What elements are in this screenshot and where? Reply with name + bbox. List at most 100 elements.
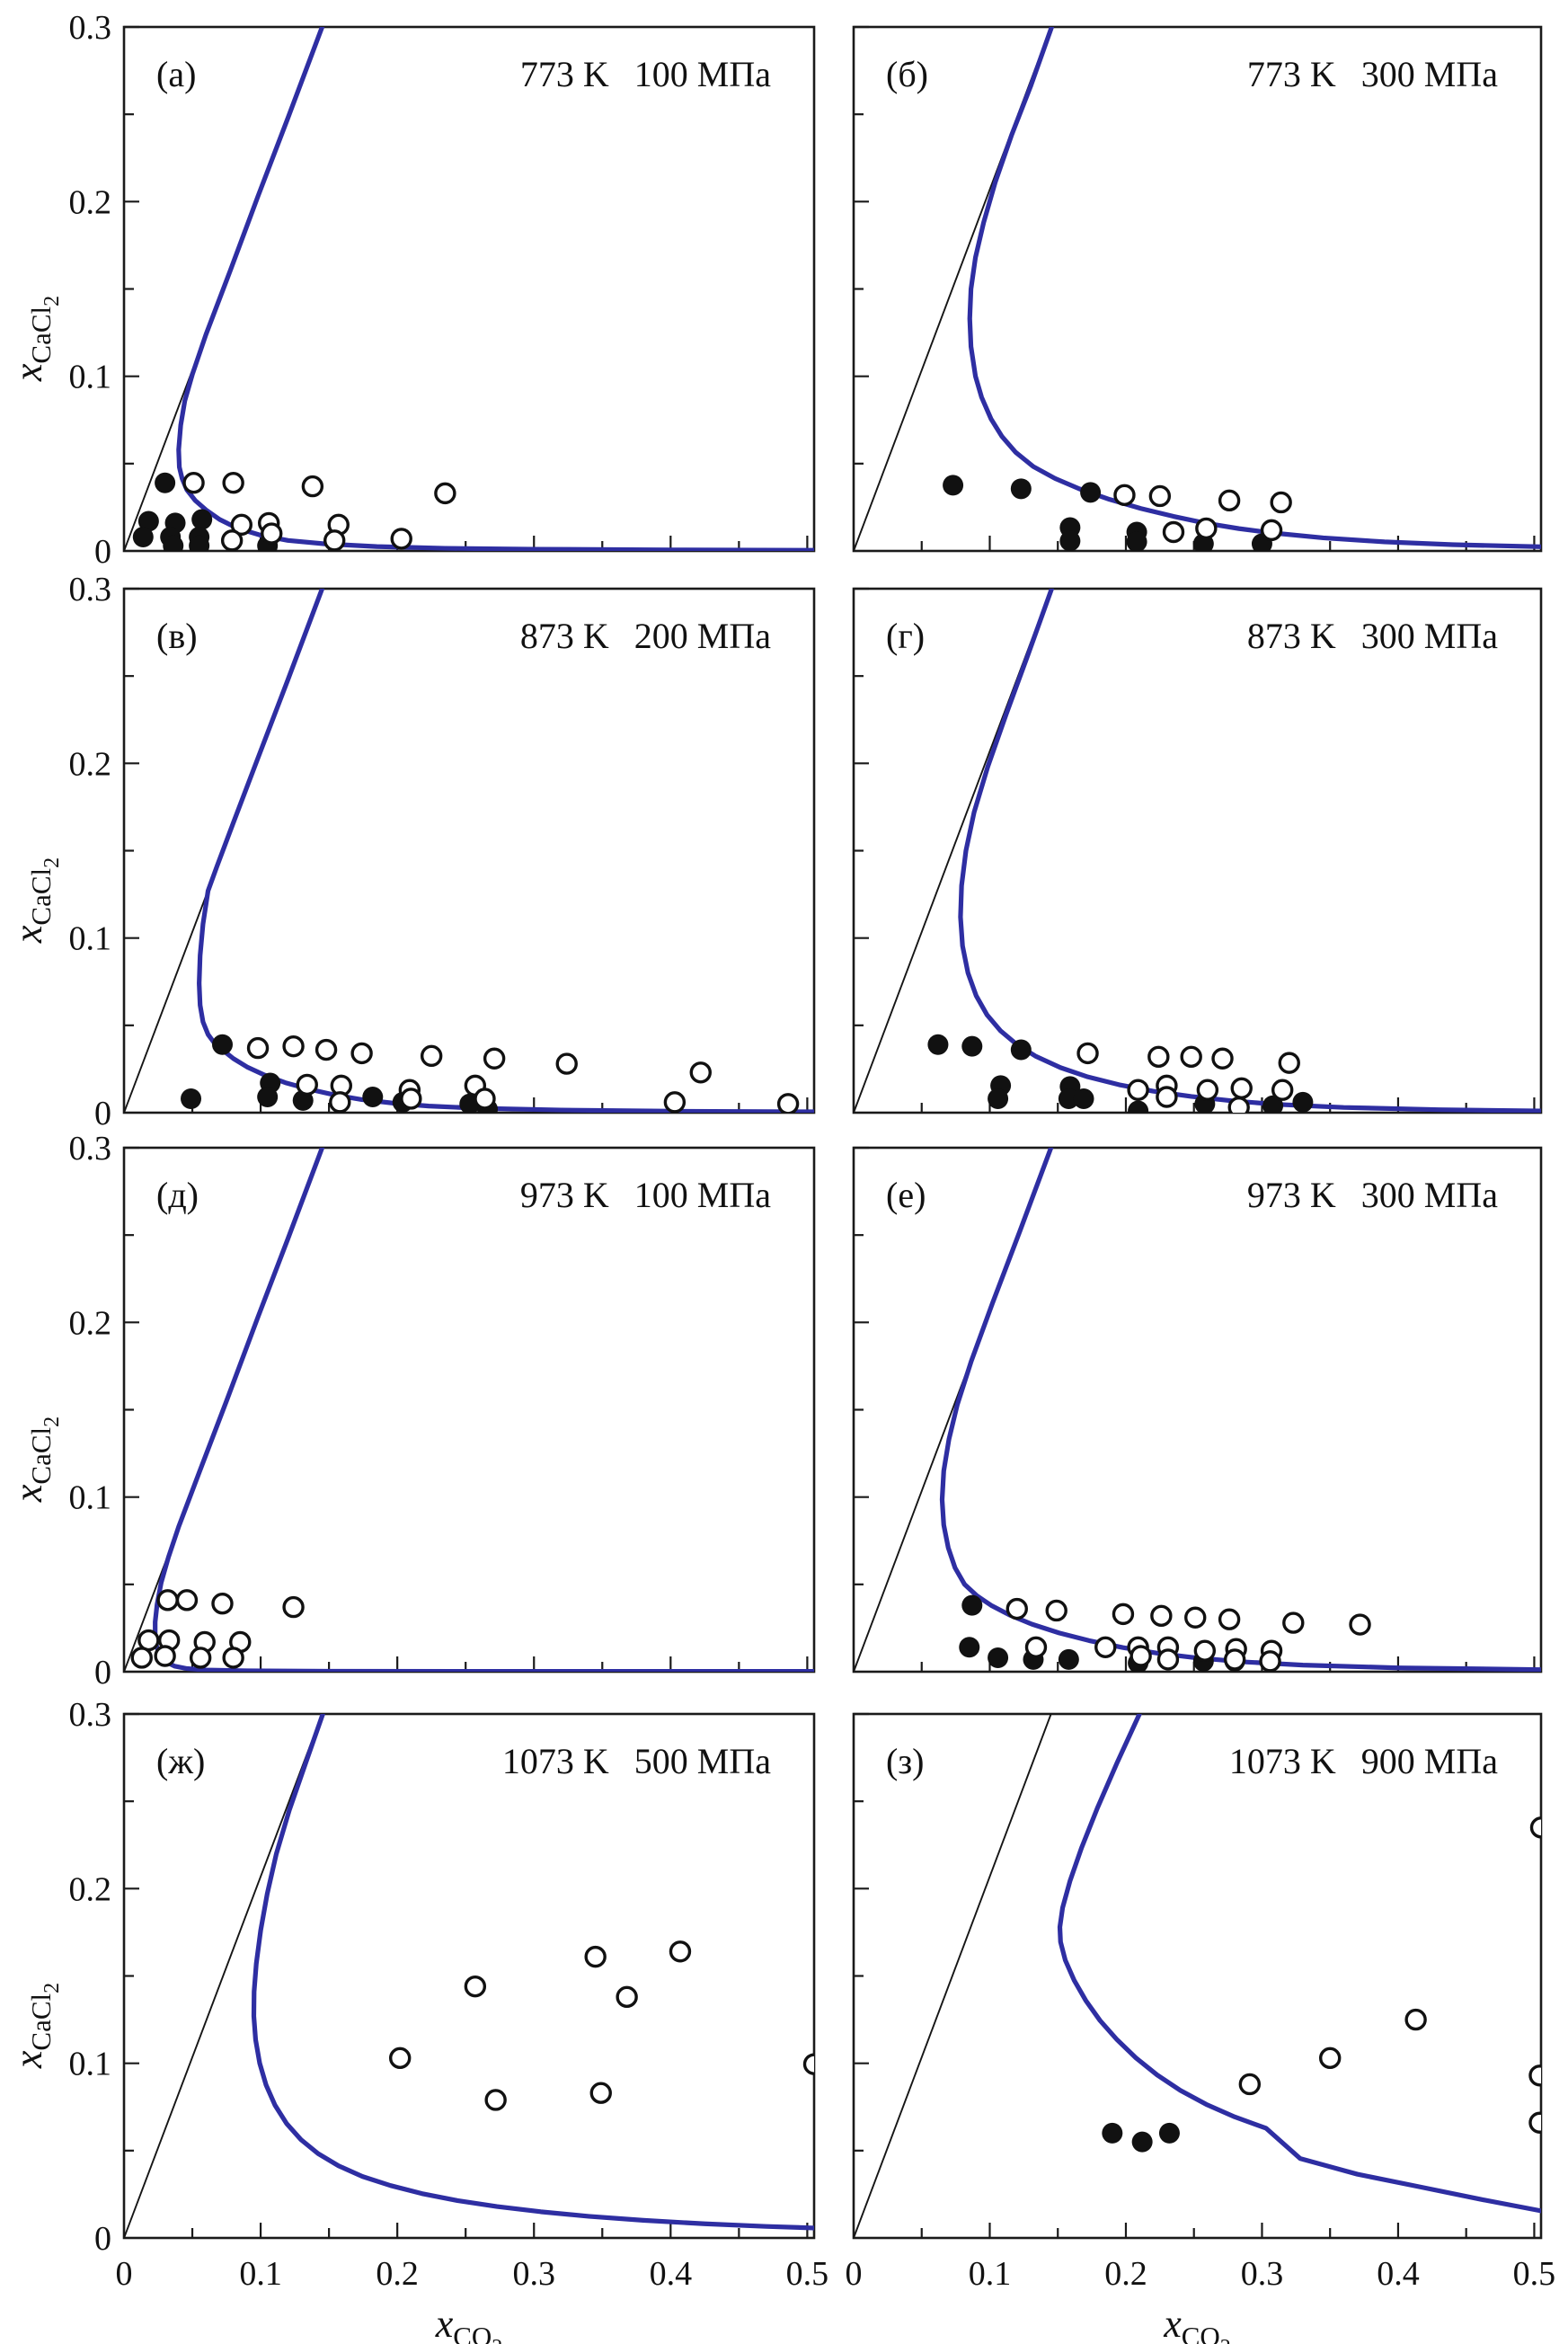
pressure-label: 500 МПа xyxy=(634,1741,771,1781)
data-point-open xyxy=(464,1975,487,1998)
y-tick-label: 0.1 xyxy=(69,2046,112,2083)
panel-conditions: 873 K 300 МПа xyxy=(1247,616,1498,656)
panel-letter: (з) xyxy=(886,1741,924,1781)
data-point-open xyxy=(282,1034,305,1058)
panel-a: 0 0.1 0.2 0.3 (а) 773 K 100 МПа xCaCl2 xyxy=(6,9,816,571)
data-point-open xyxy=(1211,1047,1234,1070)
data-point-open xyxy=(130,1647,153,1669)
data-point-filled xyxy=(1102,2122,1123,2144)
data-point-open xyxy=(589,2082,612,2104)
data-point-filled xyxy=(943,475,964,496)
y-tick-label: 0 xyxy=(94,1654,111,1691)
data-point-open xyxy=(400,1088,422,1110)
x-tick-label: 0.4 xyxy=(650,2255,693,2293)
plot-frame xyxy=(122,1712,816,2240)
panel-letter: (б) xyxy=(886,54,928,94)
x-tick-label: 0.2 xyxy=(1104,2255,1147,2293)
data-point-open xyxy=(1271,1079,1294,1101)
data-point-open xyxy=(1127,1079,1149,1101)
panel-z: 0 0.1 0.2 0.3 0.4 0.5 (з) 1073 K 900 МПа xCO2 xyxy=(846,1712,1556,2344)
temperature-label: 773 K xyxy=(520,54,609,94)
data-point-open xyxy=(1259,1650,1281,1672)
panel-letter: (ж) xyxy=(156,1741,205,1781)
data-point-filled xyxy=(927,1034,949,1055)
pressure-label: 100 МПа xyxy=(634,1175,771,1215)
data-point-open xyxy=(175,1589,199,1612)
plot-frame xyxy=(122,25,816,553)
data-point-open xyxy=(1112,1603,1135,1626)
data-point-open xyxy=(1227,1096,1250,1113)
x-tick-label: 0.3 xyxy=(1241,2255,1284,2293)
data-point-open xyxy=(261,522,283,545)
data-point-filled xyxy=(1158,2122,1180,2144)
data-point-open xyxy=(1349,1613,1371,1636)
data-point-filled xyxy=(1073,1088,1094,1109)
x-tick-label: 0.3 xyxy=(512,2255,555,2293)
y-tick-label: 0.3 xyxy=(69,1130,112,1168)
data-point-filled xyxy=(961,1594,983,1616)
panel-letter: (г) xyxy=(886,616,925,656)
data-point-filled xyxy=(988,1647,1009,1668)
data-point-filled xyxy=(1080,482,1102,503)
data-point-open xyxy=(1528,2111,1541,2134)
y-tick-label: 0.3 xyxy=(69,571,112,608)
x-tick-label: 0.4 xyxy=(1377,2255,1420,2293)
data-point-filled xyxy=(137,511,159,532)
data-point-filled xyxy=(1058,1088,1079,1109)
data-point-open xyxy=(1238,2073,1262,2096)
data-point-filled xyxy=(132,526,154,547)
panel-b: (б) 773 K 300 МПа xyxy=(852,25,1543,553)
data-point-open xyxy=(1184,1606,1207,1629)
x-tick-label: 0.5 xyxy=(1513,2255,1556,2293)
pressure-label: 300 МПа xyxy=(1361,1175,1498,1215)
data-point-open xyxy=(301,475,324,498)
panel-zh: 0 0.1 0.2 0.3 0 0.1 0.2 0.3 0.4 0.5 (ж) 1073 K 500 М… xyxy=(6,1696,828,2344)
data-point-open xyxy=(1076,1042,1099,1065)
y-tick-label: 0 xyxy=(94,2220,111,2258)
y-tick-label: 0.2 xyxy=(69,1304,112,1342)
panel-conditions: 1073 K 500 МПа xyxy=(502,1741,771,1781)
data-point-open xyxy=(1529,1816,1541,1839)
data-point-open xyxy=(189,1647,212,1669)
x-tick-label: 0.1 xyxy=(969,2255,1012,2293)
x-tick-label: 0 xyxy=(846,2255,863,2293)
data-point-filled xyxy=(191,509,213,530)
data-point-open xyxy=(182,472,205,494)
plot-frame xyxy=(122,587,816,1114)
data-point-filled xyxy=(1292,1091,1314,1113)
temperature-label: 773 K xyxy=(1247,54,1336,94)
data-point-filled xyxy=(163,535,184,551)
data-point-filled xyxy=(181,1088,202,1109)
data-point-open xyxy=(350,1042,373,1065)
data-point-open xyxy=(246,1036,270,1060)
data-point-open xyxy=(1223,1648,1246,1671)
data-point-filled xyxy=(1010,478,1032,500)
data-point-filled xyxy=(1058,1648,1079,1670)
data-point-filled xyxy=(959,1637,980,1658)
data-point-open xyxy=(1045,1599,1067,1622)
temperature-label: 1073 K xyxy=(1229,1741,1336,1781)
plot-frame xyxy=(122,1146,816,1674)
data-point-open xyxy=(390,528,412,550)
temperature-label: 973 K xyxy=(1247,1175,1336,1215)
data-point-open xyxy=(1195,517,1218,540)
pressure-label: 300 МПа xyxy=(1361,54,1498,94)
y-tick-label: 0.3 xyxy=(69,9,112,47)
data-point-open xyxy=(1162,520,1185,544)
data-point-open xyxy=(1129,1645,1152,1667)
panel-conditions: 773 K 300 МПа xyxy=(1247,54,1498,94)
data-point-filled xyxy=(155,472,176,493)
data-point-open xyxy=(1113,484,1136,507)
data-point-filled xyxy=(189,535,210,551)
x-axis-title: xCO2 xyxy=(1163,2302,1231,2344)
data-point-open xyxy=(1094,1636,1117,1658)
pressure-label: 100 МПа xyxy=(634,54,771,94)
y-tick-label: 0.2 xyxy=(69,183,112,221)
data-point-open xyxy=(230,513,252,537)
data-point-open xyxy=(1230,1077,1253,1099)
data-point-open xyxy=(1404,2008,1427,2031)
panel-letter: (в) xyxy=(156,616,198,656)
data-point-open xyxy=(282,1595,305,1619)
y-axis-title: xCaCl2 xyxy=(6,857,64,944)
